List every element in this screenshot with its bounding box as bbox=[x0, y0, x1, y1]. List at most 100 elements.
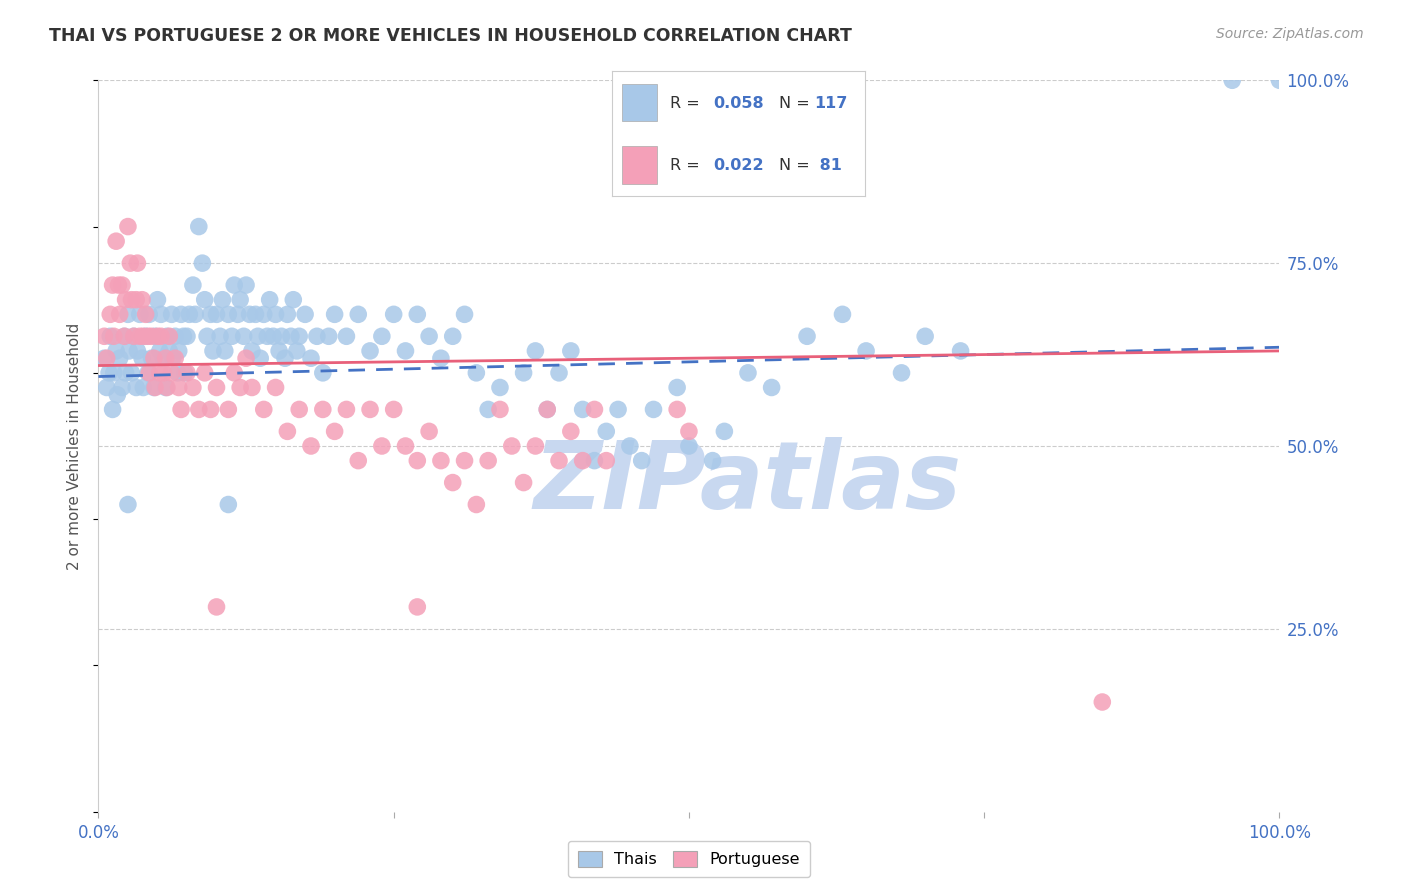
Point bbox=[105, 234, 128, 248]
Point bbox=[112, 329, 135, 343]
Point bbox=[170, 402, 193, 417]
Point bbox=[235, 278, 257, 293]
Point bbox=[274, 351, 297, 366]
Point bbox=[796, 329, 818, 343]
Point bbox=[111, 278, 134, 293]
Text: 0.058: 0.058 bbox=[713, 95, 763, 111]
Point bbox=[167, 380, 190, 394]
Point bbox=[172, 329, 194, 343]
Point bbox=[138, 366, 160, 380]
Point bbox=[122, 329, 145, 343]
Text: 117: 117 bbox=[814, 95, 848, 111]
Point bbox=[201, 343, 224, 358]
Point bbox=[103, 366, 125, 380]
Point bbox=[489, 402, 512, 417]
Point bbox=[477, 402, 499, 417]
Point bbox=[394, 439, 416, 453]
Point bbox=[299, 351, 322, 366]
Point bbox=[166, 366, 188, 380]
Point bbox=[131, 351, 153, 366]
Point bbox=[299, 439, 322, 453]
Point bbox=[156, 380, 179, 394]
Text: R =: R = bbox=[669, 158, 704, 173]
Point bbox=[280, 329, 302, 343]
Point bbox=[125, 380, 148, 394]
Point bbox=[607, 402, 630, 417]
Point bbox=[477, 453, 499, 467]
Point bbox=[149, 366, 172, 380]
Point bbox=[128, 329, 150, 343]
Point bbox=[571, 402, 593, 417]
Point bbox=[359, 343, 381, 358]
Point bbox=[276, 307, 298, 321]
Point bbox=[96, 380, 118, 394]
Point bbox=[702, 453, 724, 467]
Point bbox=[114, 366, 136, 380]
Point bbox=[176, 366, 198, 380]
Point bbox=[713, 425, 735, 439]
Point bbox=[131, 293, 153, 307]
Point bbox=[245, 307, 267, 321]
Point bbox=[155, 380, 177, 394]
Point bbox=[253, 307, 276, 321]
Y-axis label: 2 or more Vehicles in Household: 2 or more Vehicles in Household bbox=[67, 322, 83, 570]
Point bbox=[191, 256, 214, 270]
Point bbox=[264, 380, 287, 394]
Point bbox=[142, 380, 165, 394]
Point bbox=[235, 351, 257, 366]
Point bbox=[524, 439, 547, 453]
Point bbox=[205, 380, 228, 394]
Point bbox=[184, 307, 207, 321]
Point bbox=[560, 425, 582, 439]
Point bbox=[335, 329, 357, 343]
Point bbox=[512, 366, 534, 380]
Point bbox=[1220, 73, 1243, 87]
Point bbox=[229, 293, 252, 307]
Point bbox=[98, 307, 121, 321]
Point bbox=[135, 307, 157, 321]
Point bbox=[141, 329, 163, 343]
Point bbox=[441, 475, 464, 490]
Point bbox=[406, 599, 429, 614]
Point bbox=[323, 425, 346, 439]
Point bbox=[101, 278, 124, 293]
Point bbox=[276, 425, 298, 439]
Point bbox=[288, 329, 311, 343]
Point bbox=[187, 219, 209, 234]
Point bbox=[157, 329, 180, 343]
Point bbox=[127, 256, 149, 270]
Point bbox=[217, 402, 239, 417]
Point bbox=[122, 329, 145, 343]
Point bbox=[536, 402, 558, 417]
Point bbox=[914, 329, 936, 343]
Point bbox=[155, 351, 177, 366]
Point bbox=[855, 343, 877, 358]
Point bbox=[187, 402, 209, 417]
Point bbox=[214, 343, 236, 358]
Point bbox=[107, 278, 129, 293]
Point bbox=[406, 307, 429, 321]
Point bbox=[127, 343, 149, 358]
Point bbox=[117, 307, 139, 321]
Point bbox=[394, 343, 416, 358]
Point bbox=[259, 293, 281, 307]
Point bbox=[121, 366, 143, 380]
Point bbox=[142, 351, 165, 366]
Point bbox=[117, 498, 139, 512]
Point bbox=[205, 307, 228, 321]
Point bbox=[262, 329, 284, 343]
Point bbox=[209, 329, 232, 343]
Point bbox=[143, 329, 166, 343]
Point bbox=[595, 425, 617, 439]
Point bbox=[229, 380, 252, 394]
Point bbox=[108, 351, 131, 366]
Text: Source: ZipAtlas.com: Source: ZipAtlas.com bbox=[1216, 27, 1364, 41]
Point bbox=[232, 329, 254, 343]
Point bbox=[165, 351, 187, 366]
Point bbox=[136, 329, 159, 343]
Point bbox=[595, 453, 617, 467]
Point bbox=[666, 402, 689, 417]
Point bbox=[221, 329, 243, 343]
Point bbox=[406, 453, 429, 467]
Point bbox=[666, 380, 689, 394]
